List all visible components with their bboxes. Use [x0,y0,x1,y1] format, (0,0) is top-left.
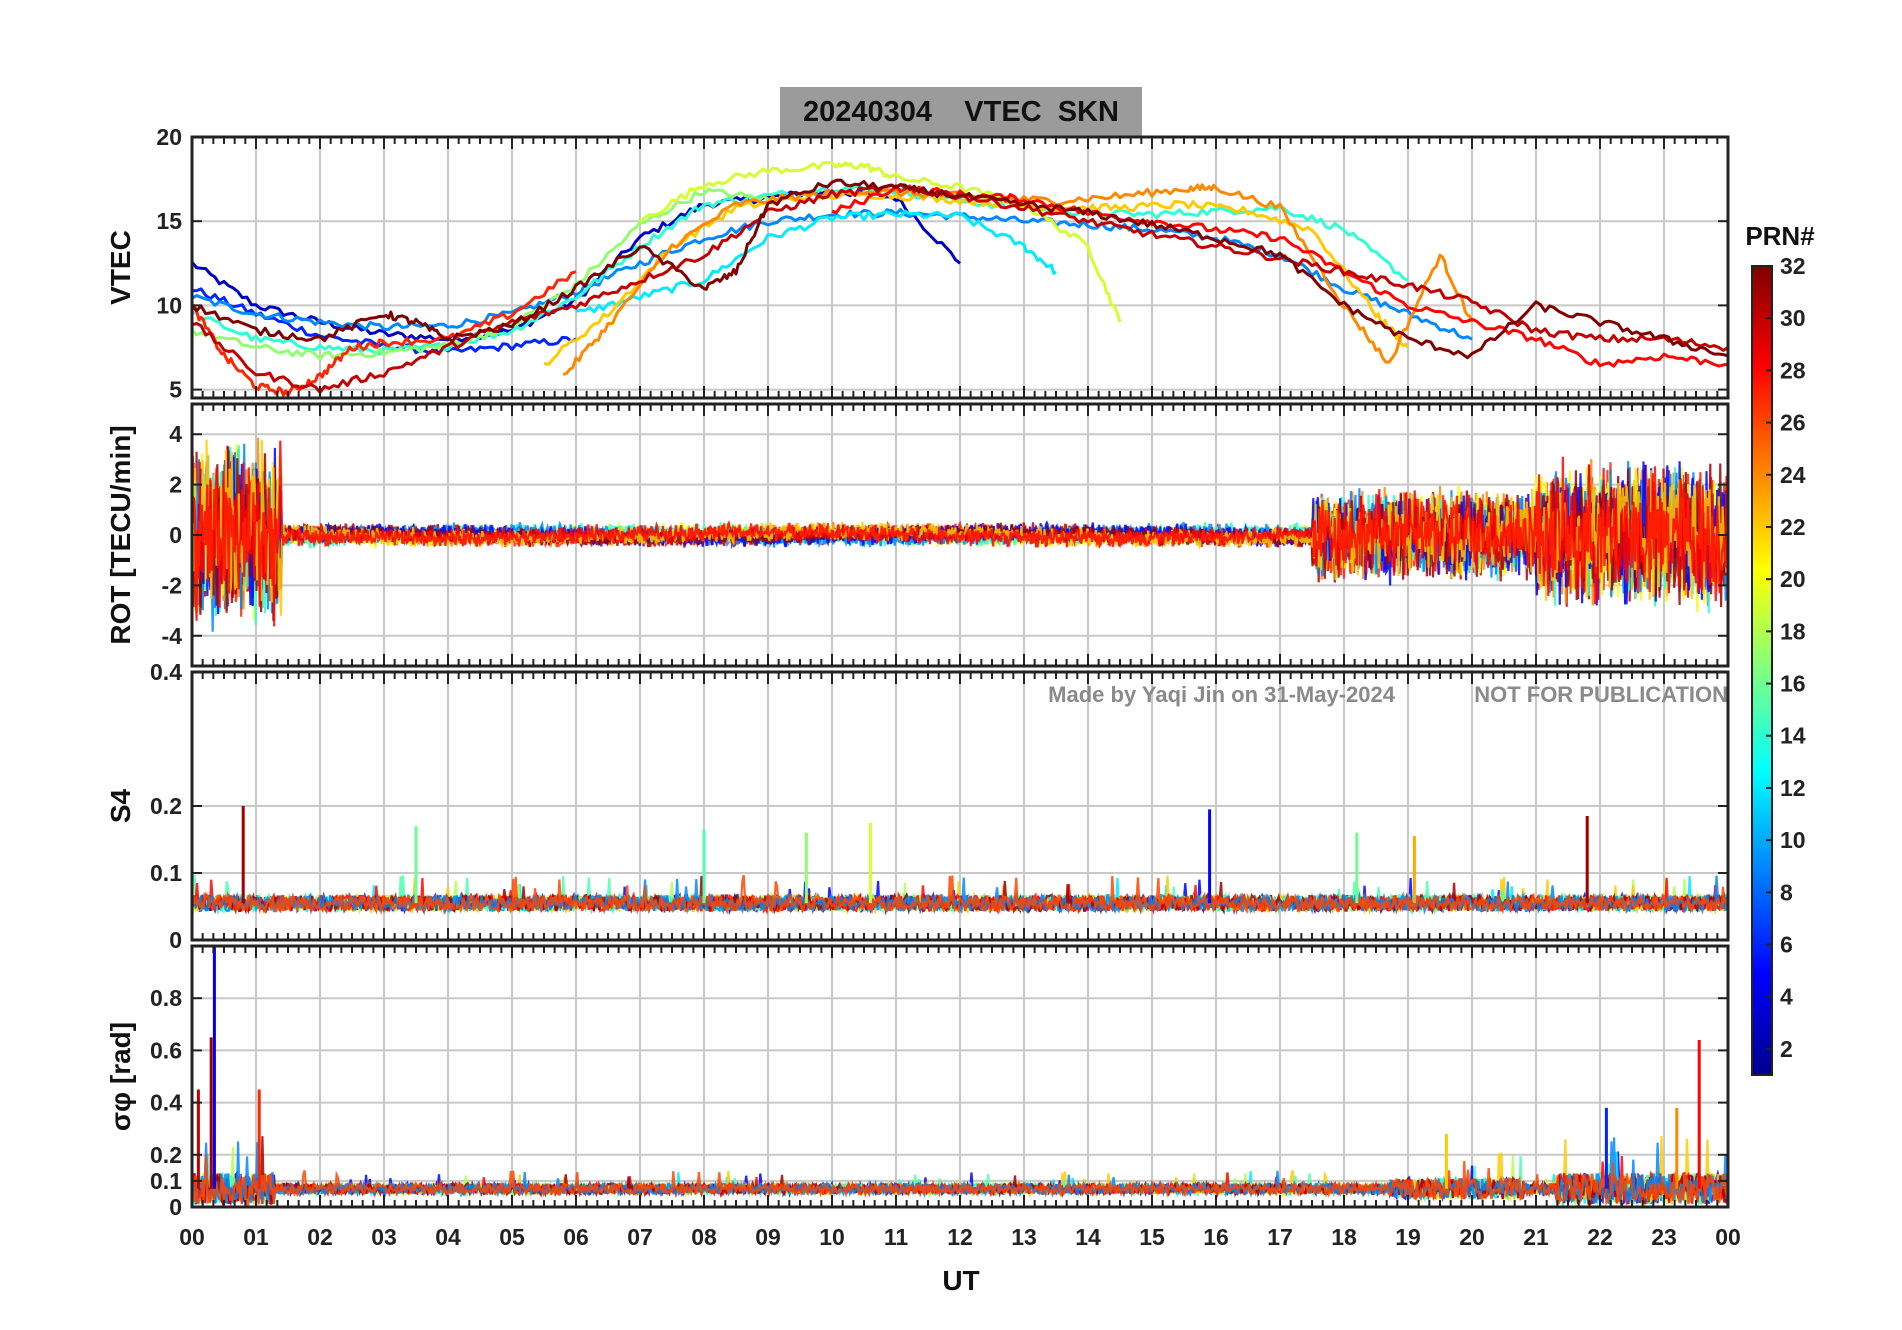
y-axis-label-s4: S4 [105,788,136,823]
x-tick-label: 19 [1395,1224,1421,1250]
colorbar-tick-label: 18 [1780,618,1806,644]
panel-data-sigma_phi [192,946,1728,1207]
y-tick-label: 5 [169,377,182,403]
y-tick-label: 0.8 [150,985,182,1011]
colorbar-tick-label: 22 [1780,514,1806,540]
y-tick-label: 10 [156,292,182,318]
x-tick-label: 12 [947,1224,973,1250]
s4-series-prn-26 [192,874,1728,916]
x-tick-label: 01 [243,1224,269,1250]
panel-rot: -4 -2 0 2 4 ROT [TECU/min] [105,402,1730,668]
x-tick-label: 23 [1651,1224,1677,1250]
x-tick-label: 22 [1587,1224,1613,1250]
x-tick-labels: 00 01 02 03 04 05 06 07 08 09 10 11 12 13 14 15 16 17 18 19… [179,1224,1741,1250]
x-tick-label: 10 [819,1224,845,1250]
colorbar-tick-label: 20 [1780,566,1806,592]
vtec-series-prn-12 [575,209,1057,314]
vtec-series-prn-19 [639,161,1122,323]
chart-title-box: 20240304 VTEC SKN [780,87,1142,137]
y-tick-label: 4 [169,421,182,447]
y-tick-label: 15 [156,208,182,234]
y-axis-label-rot: ROT [TECU/min] [105,425,136,644]
panel-data-vtec [192,161,1728,397]
y-tick-label: 0.2 [150,1142,182,1168]
panel-data-s4 [192,806,1728,916]
x-tick-label: 17 [1267,1224,1293,1250]
watermark-notice: NOT FOR PUBLICATION [1474,682,1728,707]
x-tick-label: 13 [1011,1224,1037,1250]
x-tick-label: 08 [691,1224,717,1250]
sigma_phi-series-prn-26 [192,1154,1728,1206]
colorbar-tick-label: 10 [1780,827,1806,853]
x-tick-label: 02 [307,1224,333,1250]
colorbar-tick-label: 16 [1780,671,1806,697]
colorbar-tick-label: 28 [1780,357,1806,383]
colorbar-tick-label: 12 [1780,775,1806,801]
x-tick-label: 15 [1139,1224,1165,1250]
colorbar-tick-label: 4 [1780,984,1793,1010]
x-tick-label: 05 [499,1224,525,1250]
y-tick-label: 0 [169,927,182,953]
colorbar-tick-label: 8 [1780,879,1793,905]
x-tick-label: 04 [435,1224,461,1250]
y-tick-label: 2 [169,472,182,498]
vtec-series-prn-32 [192,178,1728,360]
colorbar-gradient [1751,265,1773,1076]
y-tick-label: 0 [169,522,182,548]
x-tick-label: 06 [563,1224,589,1250]
x-tick-label: 11 [884,1224,909,1250]
y-tick-label: 0.4 [150,659,182,685]
x-tick-label: 20 [1459,1224,1485,1250]
colorbar-label: PRN# [1745,221,1815,251]
colorbar-tick-label: 6 [1780,932,1793,958]
x-tick-label: 03 [371,1224,397,1250]
colorbar-tick-label: 26 [1780,410,1806,436]
y-axis-label-sigma_phi: σφ [rad] [105,1022,136,1131]
x-tick-label: 09 [755,1224,781,1250]
vtec-series-prn-17 [192,187,769,361]
y-tick-label: 0 [169,1194,182,1220]
vtec-series-prn-30 [192,182,1728,394]
y-tick-label: 0.1 [150,1168,182,1194]
x-axis-label: UT [942,1265,979,1296]
chart-title: 20240304 VTEC SKN [803,96,1119,128]
colorbar-tick-label: 30 [1780,305,1806,331]
y-tick-label: 0.4 [150,1090,182,1116]
y-tick-label: 0.6 [150,1037,182,1063]
y-tick-label: -4 [162,623,183,649]
x-tick-label: 00 [1715,1224,1741,1250]
colorbar-tick-label: 2 [1780,1036,1793,1062]
panel-data-rot [192,437,1728,632]
y-tick-label: -2 [162,572,182,598]
x-tick-label: 14 [1075,1224,1101,1250]
vtec-series-prn-27 [192,270,577,397]
panel-vtec: 5 10 15 20 VTEC [105,124,1730,403]
x-tick-label: 00 [179,1224,205,1250]
y-tick-label: 20 [156,124,182,150]
x-tick-label: 21 [1523,1224,1549,1250]
x-tick-label: 07 [627,1224,653,1250]
y-axis-label-vtec: VTEC [105,230,136,305]
panel-s4: 0 0.1 0.2 0.4 S4 [105,659,1730,953]
y-tick-label: 0.2 [150,793,182,819]
colorbar-tick-label: 32 [1780,253,1806,279]
colorbar-tick-label: 24 [1780,462,1806,488]
x-tick-label: 18 [1331,1224,1357,1250]
watermark-author: Made by Yaqi Jin on 31-May-2024 [1048,682,1396,707]
panel-sigma_phi: 00.10.2 0.4 0.6 0.8 σφ [rad] [105,944,1730,1220]
y-tick-label: 0.1 [150,860,182,886]
colorbar-tick-label: 14 [1780,723,1806,749]
x-tick-label: 16 [1203,1224,1229,1250]
rot-series-prn-28 [192,440,1728,627]
